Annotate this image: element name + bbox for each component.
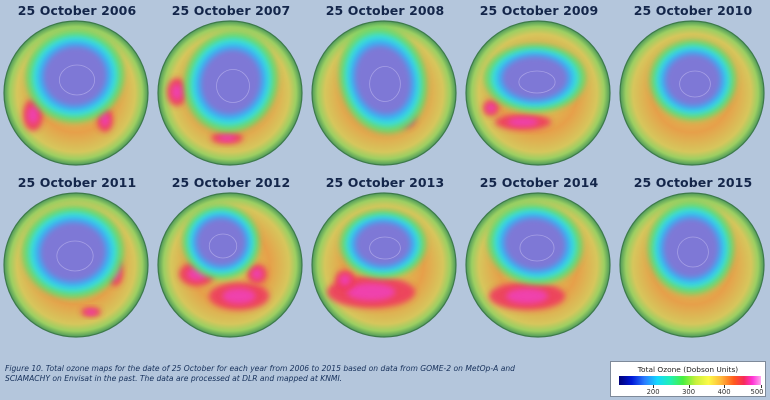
ozone-map-cell: 25 October 2010	[616, 0, 770, 172]
legend-tick-label: 300	[682, 388, 696, 396]
ozone-globe-map	[3, 20, 149, 166]
map-date-title: 25 October 2011	[17, 175, 137, 190]
ozone-map-cell: 25 October 2012	[154, 172, 308, 344]
ozone-globe-map	[157, 192, 303, 338]
map-date-title: 25 October 2007	[171, 3, 291, 18]
legend-tick-mark	[653, 385, 655, 388]
ozone-globe-map	[311, 192, 457, 338]
legend-tick-mark	[724, 385, 726, 388]
ozone-globe-map	[465, 192, 611, 338]
ozone-globe-map	[3, 192, 149, 338]
map-date-title: 25 October 2015	[633, 175, 753, 190]
map-date-title: 25 October 2013	[325, 175, 445, 190]
legend-tick-mark	[688, 385, 690, 388]
legend-color-ramp	[619, 376, 761, 385]
ozone-globe-map	[311, 20, 457, 166]
legend-tick-label: 500	[750, 388, 764, 396]
map-date-title: 25 October 2006	[17, 3, 137, 18]
map-date-title: 25 October 2014	[479, 175, 599, 190]
map-date-title: 25 October 2010	[633, 3, 753, 18]
ozone-map-cell: 25 October 2015	[616, 172, 770, 344]
ozone-map-cell: 25 October 2013	[308, 172, 462, 344]
legend-tick-mark	[761, 385, 762, 388]
ozone-map-cell: 25 October 2008	[308, 0, 462, 172]
figure-caption: Figure 10. Total ozone maps for the date…	[5, 364, 515, 383]
legend-tick-label: 400	[717, 388, 731, 396]
ozone-map-grid: 25 October 2006 25 October 2007 25 October…	[0, 0, 770, 344]
ozone-globe-map	[465, 20, 611, 166]
ozone-map-cell: 25 October 2007	[154, 0, 308, 172]
ozone-map-cell: 25 October 2006	[0, 0, 154, 172]
map-date-title: 25 October 2009	[479, 3, 599, 18]
legend-tick-label: 200	[646, 388, 660, 396]
map-date-title: 25 October 2008	[325, 3, 445, 18]
ozone-globe-map	[157, 20, 303, 166]
map-date-title: 25 October 2012	[171, 175, 291, 190]
ozone-globe-map	[619, 20, 765, 166]
legend-title: Total Ozone (Dobson Units)	[637, 365, 739, 374]
ozone-map-cell: 25 October 2009	[462, 0, 616, 172]
ozone-colorbar-legend: Total Ozone (Dobson Units) 200 300 400 500	[610, 361, 766, 397]
ozone-map-cell: 25 October 2014	[462, 172, 616, 344]
ozone-globe-map	[619, 192, 765, 338]
ozone-map-cell: 25 October 2011	[0, 172, 154, 344]
